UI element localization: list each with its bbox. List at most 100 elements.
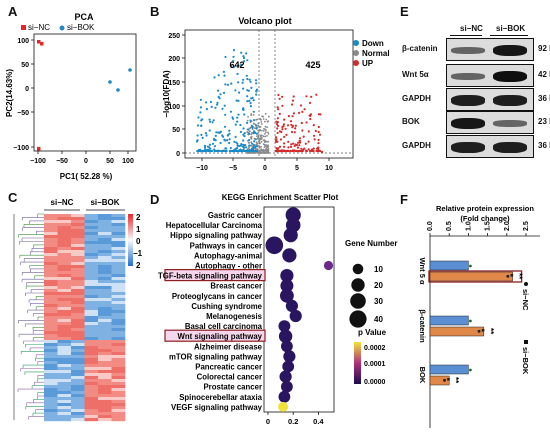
volcano-legend-up-marker xyxy=(353,60,359,66)
heatmap-cell xyxy=(84,286,99,290)
heatmap-cell xyxy=(111,406,126,410)
bar-point xyxy=(447,378,450,381)
volcano-point xyxy=(278,97,281,100)
heatmap-cell xyxy=(44,346,58,350)
heatmap-cell xyxy=(71,322,85,326)
heatmap-cell xyxy=(71,274,85,278)
volcano-point xyxy=(264,133,266,135)
heatmap-cell xyxy=(98,298,112,302)
volcano-point xyxy=(232,65,235,69)
volcano-point xyxy=(242,55,245,58)
kegg-pathway-label: VEGF signaling pathway xyxy=(171,403,263,412)
volcano-point xyxy=(230,82,233,85)
wb-protein-label: GAPDH xyxy=(402,141,431,150)
volcano-point xyxy=(283,118,286,121)
heatmap-cell xyxy=(44,271,58,275)
volcano-point xyxy=(287,115,290,118)
heatmap-cell xyxy=(111,226,126,230)
heatmap-cell xyxy=(57,415,72,419)
heatmap-cell xyxy=(44,328,58,332)
heatmap-cell xyxy=(44,388,58,392)
heatmap-scale-label: 2 xyxy=(136,261,141,270)
heatmap-cell xyxy=(44,379,58,383)
volcano-point xyxy=(224,83,227,86)
volcano-legend-normal-marker xyxy=(353,50,359,56)
wb-band-bok xyxy=(493,120,527,127)
volcano-point xyxy=(317,138,320,142)
bar-point xyxy=(506,275,510,278)
volcano-point xyxy=(260,141,263,143)
bar-legend-nc-marker xyxy=(524,282,528,286)
volcano-point xyxy=(267,149,270,152)
heatmap-cell xyxy=(71,286,85,290)
heatmap-cell xyxy=(57,289,72,293)
heatmap-cell xyxy=(84,364,99,368)
pca-point xyxy=(37,40,41,44)
heatmap-panel: si−NC si−BOK 2 1 0 −1 2 xyxy=(13,198,143,422)
volcano-point xyxy=(257,152,260,154)
volcano-point xyxy=(229,146,232,150)
heatmap-cell xyxy=(71,271,85,275)
volcano-point xyxy=(307,130,310,133)
heatmap-cell xyxy=(111,331,126,335)
pca-point xyxy=(40,42,44,46)
volcano-point xyxy=(264,120,266,123)
heatmap-cell xyxy=(98,340,112,344)
volcano-point xyxy=(266,151,269,154)
volcano-point xyxy=(317,125,320,129)
heatmap-cell xyxy=(111,295,126,299)
heatmap-cell xyxy=(71,304,85,308)
kegg-pathway-label: Autophagy - other xyxy=(195,262,262,271)
heatmap-cell xyxy=(71,220,85,224)
heatmap-cell xyxy=(111,235,126,239)
heatmap-cell xyxy=(111,361,126,365)
volcano-point xyxy=(253,144,256,147)
volcano-point xyxy=(224,139,227,142)
heatmap-cell xyxy=(57,304,72,308)
volcano-ytick-label: 150 xyxy=(168,80,180,87)
volcano-point xyxy=(318,133,322,136)
volcano-point xyxy=(247,141,250,144)
heatmap-cell xyxy=(44,274,58,278)
heatmap-cell xyxy=(84,301,99,305)
heatmap-cell xyxy=(71,340,85,344)
volcano-point xyxy=(250,133,253,136)
heatmap-cell xyxy=(98,265,112,269)
heatmap-cell xyxy=(98,223,112,227)
kegg-point xyxy=(283,350,296,363)
volcano-point xyxy=(274,136,278,139)
wb-band-nc xyxy=(451,47,485,54)
heatmap-cell xyxy=(111,346,126,350)
volcano-point xyxy=(305,121,308,124)
kegg-size-legend-title: Gene Number xyxy=(345,239,397,248)
heatmap-cell xyxy=(84,349,99,353)
volcano-point xyxy=(298,141,302,144)
heatmap-cell xyxy=(44,364,58,368)
heatmap-cell xyxy=(84,331,99,335)
volcano-point xyxy=(303,147,306,150)
kegg-size-legend-dot xyxy=(349,310,367,328)
volcano-point xyxy=(293,144,296,148)
volcano-point xyxy=(247,116,249,118)
volcano-point xyxy=(236,120,239,123)
heatmap-cell xyxy=(44,403,58,407)
heatmap-cell xyxy=(84,382,99,386)
volcano-point xyxy=(199,148,202,152)
volcano-point xyxy=(200,124,203,127)
heatmap-cell xyxy=(44,304,58,308)
volcano-point xyxy=(218,131,221,134)
volcano-point xyxy=(234,123,237,126)
volcano-point xyxy=(275,139,278,142)
volcano-point xyxy=(223,125,227,128)
volcano-point xyxy=(228,138,231,141)
volcano-point xyxy=(214,106,217,109)
volcano-point xyxy=(205,134,208,137)
heatmap-cell xyxy=(57,283,72,287)
wb-row xyxy=(446,135,534,158)
heatmap-cell xyxy=(71,298,85,302)
volcano-point xyxy=(232,55,235,58)
kegg-point xyxy=(278,401,289,412)
heatmap-cell xyxy=(44,355,58,359)
volcano-point xyxy=(278,112,281,115)
heatmap-cell xyxy=(98,280,112,284)
